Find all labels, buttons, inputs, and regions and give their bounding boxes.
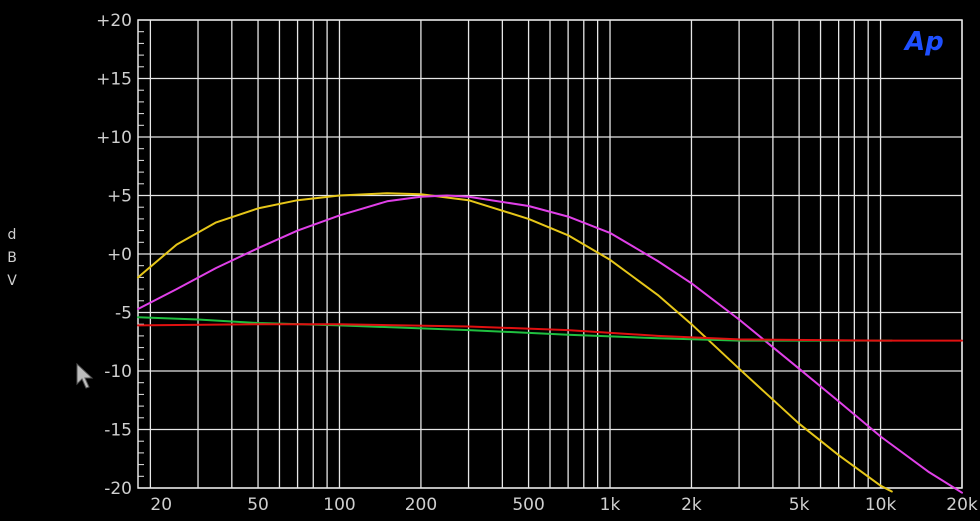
y-tick-label: +5 <box>107 187 132 207</box>
y-axis-label-char-2: B <box>7 250 17 266</box>
grid-layer <box>137 19 963 489</box>
series-layer <box>137 192 963 494</box>
y-axis-label-char-1: d <box>8 227 17 243</box>
y-tick-label: +0 <box>107 245 132 265</box>
y-tick-label: +15 <box>96 70 132 90</box>
x-tick-labels: 20 50 100 200 500 1k 2k 5k 10k 20k <box>150 495 978 515</box>
x-tick-label: 5k <box>789 495 810 515</box>
x-tick-label: 20 <box>150 495 172 515</box>
x-tick-label: 100 <box>323 495 355 515</box>
series-line-2 <box>137 194 963 494</box>
brand-logo: Ap <box>903 27 944 57</box>
series-line-1 <box>137 192 893 493</box>
x-tick-label: 500 <box>512 495 544 515</box>
y-tick-label: -20 <box>104 479 132 499</box>
y-tick-labels: +20 +15 +10 +5 +0 -5 -10 -15 -20 <box>96 11 132 499</box>
y-axis-label: d B V <box>7 227 17 289</box>
y-tick-label: -5 <box>115 304 132 324</box>
y-tick-label: +20 <box>96 11 132 31</box>
y-tick-label: -10 <box>104 362 132 382</box>
x-tick-label: 50 <box>247 495 269 515</box>
x-tick-label: 200 <box>405 495 437 515</box>
x-tick-label: 10k <box>865 495 897 515</box>
mouse-cursor-icon <box>76 362 94 389</box>
y-tick-label: +10 <box>96 128 132 148</box>
x-tick-label: 20k <box>946 495 978 515</box>
y-tick-label: -15 <box>104 421 132 441</box>
x-tick-label: 2k <box>681 495 702 515</box>
y-axis-label-char-3: V <box>7 273 17 289</box>
x-tick-label: 1k <box>600 495 621 515</box>
plot-border <box>137 19 963 489</box>
series-line-4 <box>137 323 963 342</box>
